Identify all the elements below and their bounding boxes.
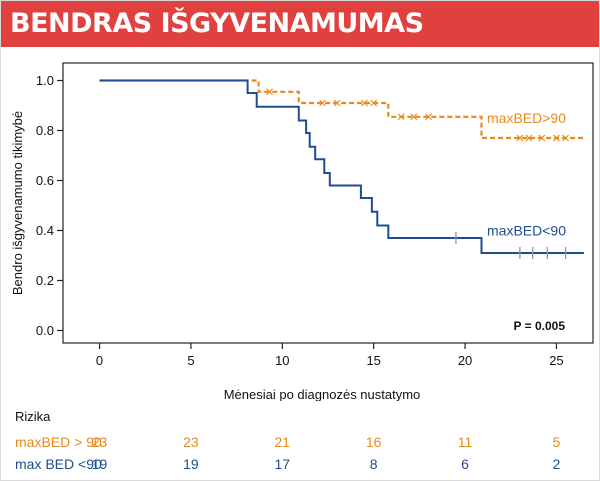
censor-mark <box>397 113 405 121</box>
series-label: maxBED<90 <box>487 223 566 239</box>
risk-count: 5 <box>552 434 561 450</box>
censor-mark <box>370 99 378 107</box>
risk-count: 11 <box>457 434 473 450</box>
y-tick-label: 0.2 <box>36 273 54 288</box>
risk-count: 23 <box>183 434 199 450</box>
x-axis-title: Mėnesiai po diagnozės nustatymo <box>224 387 421 401</box>
plot-area-frame <box>62 62 594 344</box>
risk-count: 19 <box>91 456 108 472</box>
y-axis-title: Bendro išgyvenamumo tikimybė <box>10 111 25 295</box>
censor-mark <box>525 134 533 142</box>
risk-count: 8 <box>369 456 378 472</box>
risk-count: 16 <box>365 434 382 450</box>
censor-mark <box>425 113 432 121</box>
y-tick-label: 1.0 <box>36 73 54 88</box>
series-line-maxbed-under-90 <box>99 79 584 254</box>
risk-row-label: maxBED > 90 <box>15 434 102 450</box>
y-tick-label: 0.8 <box>36 123 54 138</box>
censor-mark <box>319 99 326 107</box>
censor-mark <box>562 134 570 142</box>
series-label: maxBED>90 <box>487 110 566 126</box>
risk-count: 23 <box>91 434 108 450</box>
x-tick-label: 0 <box>96 353 103 368</box>
y-tick-label: 0.0 <box>36 323 54 338</box>
risk-count: 2 <box>552 456 561 472</box>
risk-count: 17 <box>274 456 291 472</box>
title-banner: BENDRAS IŠGYVENAMUMAS <box>1 1 599 47</box>
survival-chart: 0.0 0.2 0.4 0.6 0.8 1.0 0 5 10 15 20 25 Mėnesiai po … <box>10 62 594 401</box>
x-tick-label: 25 <box>549 353 563 368</box>
y-tick-label: 0.4 <box>36 223 54 238</box>
censor-mark <box>361 99 368 107</box>
censor-mark <box>538 134 546 142</box>
series-line-maxbed-over-90 <box>99 79 584 140</box>
risk-count: 21 <box>274 434 291 450</box>
risk-table-title: Rizika <box>15 409 51 424</box>
x-tick-label: 15 <box>366 353 380 368</box>
risk-row-label: max BED <90 <box>15 456 102 472</box>
banner-title: BENDRAS IŠGYVENAMUMAS <box>10 8 424 39</box>
risk-count: 19 <box>183 456 199 472</box>
risk-count: 6 <box>461 456 469 472</box>
y-tick-label: 0.6 <box>36 173 54 188</box>
x-tick-label: 20 <box>458 353 472 368</box>
x-tick-label: 10 <box>275 353 289 368</box>
censor-mark <box>516 134 524 142</box>
x-tick-label: 5 <box>187 353 194 368</box>
censor-mark <box>333 99 341 107</box>
risk-row: max BED <90 19 19 17 8 6 2 <box>1 456 599 476</box>
censor-mark <box>410 113 418 121</box>
risk-row: maxBED > 90 23 23 21 16 11 5 <box>1 434 599 454</box>
p-value-annotation: P = 0.005 <box>514 319 566 333</box>
censor-mark <box>266 88 273 96</box>
censor-mark <box>553 134 560 142</box>
